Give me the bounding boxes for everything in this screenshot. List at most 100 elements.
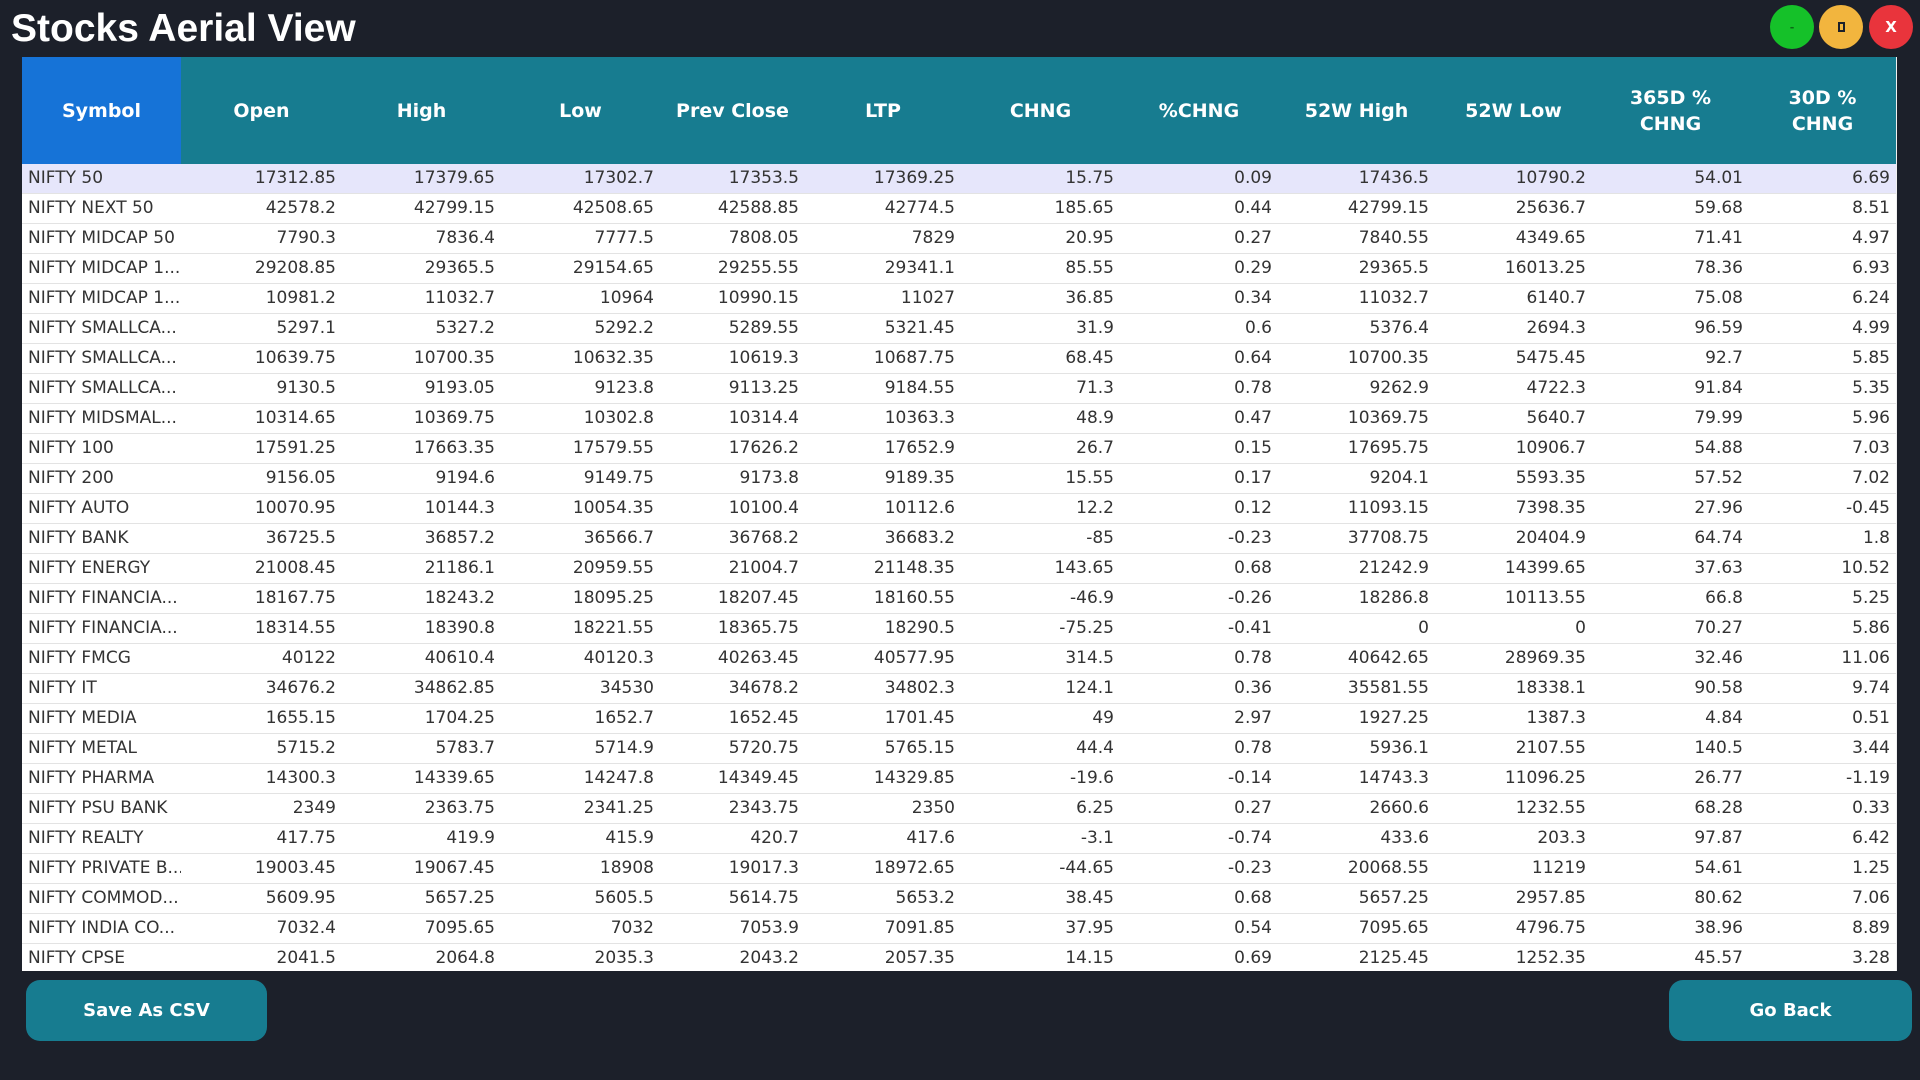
value-cell: 4722.3: [1526, 378, 1586, 398]
value-cell: 0.29: [1234, 258, 1272, 278]
value-cell: 21008.45: [254, 558, 336, 578]
table-row[interactable]: NIFTY PRIVATE B... 19003.45 19067.45 18908 1…: [22, 854, 1896, 884]
value-cell: 2341.25: [583, 798, 654, 818]
value-cell: 18243.2: [424, 588, 495, 608]
value-cell: 7032.4: [276, 918, 336, 938]
column-header[interactable]: LTP: [865, 99, 901, 122]
value-cell: 2350: [911, 798, 955, 818]
column-header[interactable]: 52W High: [1304, 99, 1409, 122]
symbol-cell: NIFTY MIDCAP 1...: [28, 258, 181, 278]
value-cell: 7840.55: [1358, 228, 1429, 248]
save-as-csv-button[interactable]: Save As CSV: [26, 980, 267, 1041]
table-row[interactable]: NIFTY AUTO 10070.95 10144.3 10054.35 10100.4…: [22, 494, 1896, 524]
column-header[interactable]: CHNG: [1009, 99, 1072, 122]
table-row[interactable]: NIFTY BANK 36725.5 36857.2 36566.7 36768.2 36…: [22, 524, 1896, 554]
column-header[interactable]: 30D % CHNG: [1788, 86, 1857, 135]
value-cell: 10100.4: [728, 498, 799, 518]
maximize-button[interactable]: [1819, 5, 1863, 49]
table-row[interactable]: NIFTY 50 17312.85 17379.65 17302.7 17353.5 17…: [22, 164, 1896, 194]
value-cell: 54.61: [1694, 858, 1743, 878]
value-cell: 7808.05: [728, 228, 799, 248]
table-row[interactable]: NIFTY 100 17591.25 17663.35 17579.55 17626.2…: [22, 434, 1896, 464]
value-cell: 7777.5: [594, 228, 654, 248]
table-row[interactable]: NIFTY PSU BANK 2349 2363.75 2341.25 2343.75 2…: [22, 794, 1896, 824]
value-cell: -1.19: [1846, 768, 1890, 788]
value-cell: 18286.8: [1358, 588, 1429, 608]
table-row[interactable]: NIFTY COMMOD... 5609.95 5657.25 5605.5 5614.…: [22, 884, 1896, 914]
table-row[interactable]: NIFTY MEDIA 1655.15 1704.25 1652.7 1652.45 17…: [22, 704, 1896, 734]
column-header[interactable]: Symbol: [22, 57, 181, 164]
table-row[interactable]: NIFTY SMALLCA... 5297.1 5327.2 5292.2 5289.5…: [22, 314, 1896, 344]
table-row[interactable]: NIFTY METAL 5715.2 5783.7 5714.9 5720.75 5765…: [22, 734, 1896, 764]
value-cell: 11093.15: [1347, 498, 1429, 518]
value-cell: 0.51: [1852, 708, 1890, 728]
value-cell: 17579.55: [572, 438, 654, 458]
table-row[interactable]: NIFTY MIDSMAL... 10314.65 10369.75 10302.8 1…: [22, 404, 1896, 434]
value-cell: 18390.8: [424, 618, 495, 638]
value-cell: 26.77: [1694, 768, 1743, 788]
scroll-down-icon[interactable]: ▼: [1896, 951, 1897, 971]
column-header[interactable]: 52W Low: [1465, 99, 1562, 122]
table-row[interactable]: NIFTY ENERGY 21008.45 21186.1 20959.55 21004…: [22, 554, 1896, 584]
value-cell: 21186.1: [424, 558, 495, 578]
scroll-up-icon[interactable]: ▲: [1896, 57, 1897, 77]
column-header[interactable]: %CHNG: [1158, 99, 1240, 122]
close-button[interactable]: X: [1869, 5, 1913, 49]
value-cell: 5593.35: [1515, 468, 1586, 488]
value-cell: 29154.65: [572, 258, 654, 278]
symbol-cell: NIFTY BANK: [28, 528, 129, 548]
column-header[interactable]: Prev Close: [676, 99, 789, 122]
value-cell: 11032.7: [1358, 288, 1429, 308]
table-row[interactable]: NIFTY REALTY 417.75 419.9 415.9 420.7 417.6 -3…: [22, 824, 1896, 854]
table-row[interactable]: NIFTY FMCG 40122 40610.4 40120.3 40263.45 405…: [22, 644, 1896, 674]
value-cell: 37.95: [1065, 918, 1114, 938]
column-header[interactable]: Open: [233, 99, 290, 122]
column-header[interactable]: Low: [559, 99, 602, 122]
value-cell: 9193.05: [424, 378, 495, 398]
table-row[interactable]: NIFTY 200 9156.05 9194.6 9149.75 9173.8 9189.…: [22, 464, 1896, 494]
symbol-cell: NIFTY IT: [28, 678, 97, 698]
value-cell: 34676.2: [265, 678, 336, 698]
value-cell: 42799.15: [1347, 198, 1429, 218]
value-cell: 16013.25: [1504, 258, 1586, 278]
table-row[interactable]: NIFTY MIDCAP 1... 29208.85 29365.5 29154.65…: [22, 254, 1896, 284]
value-cell: 2125.45: [1358, 948, 1429, 968]
value-cell: 7398.35: [1515, 498, 1586, 518]
value-cell: 2349: [292, 798, 336, 818]
table-row[interactable]: NIFTY FINANCIA... 18314.55 18390.8 18221.55…: [22, 614, 1896, 644]
value-cell: 0.33: [1852, 798, 1890, 818]
table-row[interactable]: NIFTY SMALLCA... 9130.5 9193.05 9123.8 9113.…: [22, 374, 1896, 404]
table-row[interactable]: NIFTY IT 34676.2 34862.85 34530 34678.2 34802…: [22, 674, 1896, 704]
value-cell: 0.68: [1234, 888, 1272, 908]
value-cell: 5321.45: [884, 318, 955, 338]
table-row[interactable]: NIFTY FINANCIA... 18167.75 18243.2 18095.25…: [22, 584, 1896, 614]
value-cell: 19003.45: [254, 858, 336, 878]
value-cell: 2694.3: [1526, 318, 1586, 338]
table-row[interactable]: NIFTY SMALLCA... 10639.75 10700.35 10632.35…: [22, 344, 1896, 374]
symbol-cell: NIFTY MIDCAP 1...: [28, 288, 181, 308]
value-cell: 8.51: [1852, 198, 1890, 218]
vertical-scrollbar[interactable]: ▲ ▼: [1896, 57, 1897, 971]
column-header[interactable]: 365D % CHNG: [1629, 86, 1712, 135]
table-row[interactable]: NIFTY NEXT 50 42578.2 42799.15 42508.65 4258…: [22, 194, 1896, 224]
column-header[interactable]: High: [396, 99, 447, 122]
go-back-button[interactable]: Go Back: [1669, 980, 1912, 1041]
table-row[interactable]: NIFTY CPSE 2041.5 2064.8 2035.3 2043.2 2057.3…: [22, 944, 1896, 971]
table-row[interactable]: NIFTY MIDCAP 1... 10981.2 11032.7 10964 1099…: [22, 284, 1896, 314]
table-row[interactable]: NIFTY INDIA CO... 7032.4 7095.65 7032 7053.9…: [22, 914, 1896, 944]
value-cell: 3.28: [1852, 948, 1890, 968]
value-cell: 10964: [599, 288, 654, 308]
value-cell: 91.84: [1694, 378, 1743, 398]
symbol-cell: NIFTY FINANCIA...: [28, 618, 178, 638]
value-cell: 0.47: [1234, 408, 1272, 428]
symbol-cell: NIFTY PSU BANK: [28, 798, 168, 818]
table-row[interactable]: NIFTY PHARMA 14300.3 14339.65 14247.8 14349.…: [22, 764, 1896, 794]
table-row[interactable]: NIFTY MIDCAP 50 7790.3 7836.4 7777.5 7808.05…: [22, 224, 1896, 254]
value-cell: 5640.7: [1526, 408, 1586, 428]
minimize-button[interactable]: -: [1770, 5, 1814, 49]
value-cell: 68.28: [1694, 798, 1743, 818]
value-cell: 32.46: [1694, 648, 1743, 668]
value-cell: 4.84: [1705, 708, 1743, 728]
value-cell: 10632.35: [572, 348, 654, 368]
